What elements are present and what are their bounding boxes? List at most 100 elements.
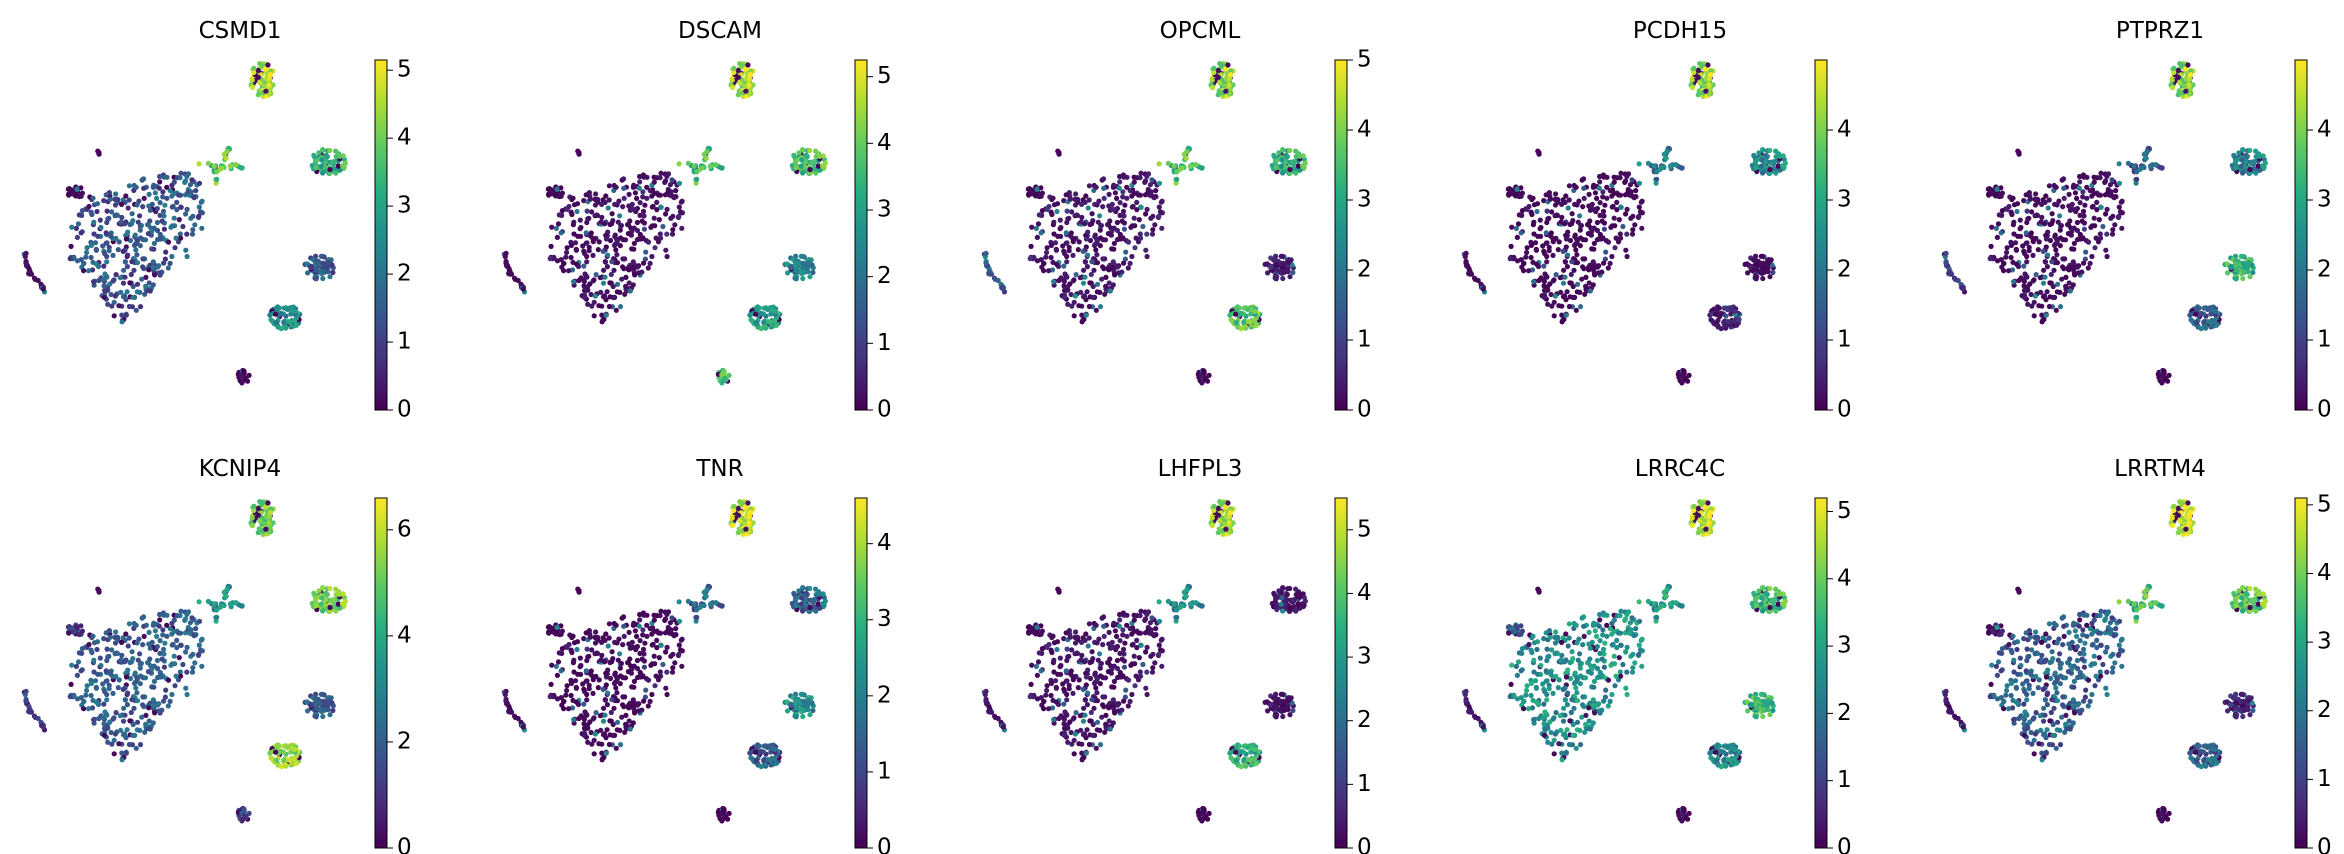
data-point — [177, 613, 183, 619]
cluster-tiny-dot — [95, 148, 102, 157]
data-point — [106, 686, 112, 692]
data-point — [623, 283, 629, 289]
data-point — [1081, 293, 1088, 299]
data-point — [74, 186, 80, 192]
data-point — [1600, 194, 1606, 200]
data-point — [632, 628, 639, 634]
colorbar-tick-label: 2 — [1357, 257, 1372, 283]
data-point — [676, 204, 682, 210]
data-point — [619, 177, 625, 183]
colorbar-tick-label: 5 — [397, 57, 412, 83]
data-point — [91, 657, 97, 663]
data-point — [1046, 268, 1052, 274]
data-point — [599, 319, 605, 325]
data-point — [571, 279, 577, 285]
data-point — [796, 150, 802, 156]
data-point — [1544, 219, 1550, 226]
data-point — [679, 663, 685, 669]
data-point — [1140, 223, 1146, 230]
data-point — [1064, 240, 1070, 246]
data-point — [2175, 74, 2181, 80]
data-point — [1253, 322, 1260, 328]
data-point — [233, 162, 239, 168]
data-point — [126, 303, 132, 310]
data-point — [176, 192, 182, 198]
data-point — [1136, 192, 1142, 198]
data-point — [1098, 222, 1104, 229]
data-point — [2076, 185, 2082, 191]
data-point — [2062, 237, 2069, 243]
data-point — [2109, 231, 2116, 237]
data-point — [639, 218, 645, 224]
data-point — [800, 170, 806, 176]
data-point — [1760, 275, 1766, 282]
data-point — [1654, 176, 1660, 182]
data-point — [1591, 182, 1597, 188]
data-point — [1597, 173, 1603, 180]
data-point — [1083, 236, 1089, 242]
data-point — [104, 208, 110, 214]
data-point — [188, 627, 194, 633]
data-point — [572, 240, 579, 246]
data-point — [139, 276, 145, 282]
data-point — [2022, 250, 2028, 257]
data-point — [634, 219, 641, 226]
data-point — [129, 649, 135, 655]
data-point — [581, 198, 587, 204]
data-point — [167, 698, 173, 705]
data-point — [132, 670, 138, 676]
data-point — [1064, 219, 1070, 226]
data-point — [1072, 293, 1078, 299]
data-point — [129, 697, 135, 703]
colorbar — [374, 497, 388, 849]
data-point — [2239, 157, 2245, 163]
data-point — [305, 270, 311, 276]
data-point — [574, 201, 581, 207]
data-point — [1773, 148, 1779, 154]
data-point — [1766, 259, 1772, 266]
data-point — [649, 223, 655, 229]
data-point — [149, 639, 155, 646]
data-point — [1573, 247, 1579, 253]
data-point — [161, 664, 167, 670]
data-point — [588, 233, 594, 239]
data-point — [1744, 261, 1750, 267]
data-point — [1716, 305, 1722, 311]
data-point — [2061, 195, 2067, 201]
data-point — [1601, 260, 1607, 266]
data-point — [255, 67, 261, 73]
data-point — [178, 673, 184, 679]
cluster-right-upper — [1749, 147, 1788, 176]
cluster-left-strands — [1941, 250, 1968, 295]
data-point — [147, 207, 153, 213]
data-point — [108, 291, 114, 298]
data-point — [122, 221, 128, 227]
data-point — [793, 165, 799, 171]
data-point — [1636, 161, 1642, 167]
data-point — [109, 209, 115, 215]
data-point — [1633, 188, 1639, 194]
data-point — [114, 650, 120, 657]
data-point — [125, 252, 131, 258]
data-point — [1028, 243, 1034, 249]
data-point — [257, 518, 263, 524]
data-point — [798, 163, 804, 169]
data-point — [1276, 150, 1282, 156]
data-point — [1070, 252, 1076, 258]
data-point — [1463, 250, 1469, 256]
cluster-branching — [196, 145, 245, 186]
data-point — [694, 176, 700, 182]
data-point — [1622, 178, 1629, 184]
data-point — [573, 247, 580, 253]
data-point — [129, 259, 135, 265]
data-point — [1689, 77, 1695, 83]
data-point — [1079, 319, 1085, 325]
data-point — [585, 287, 591, 293]
data-point — [1093, 184, 1099, 190]
data-point — [107, 281, 113, 287]
data-point — [1508, 243, 1514, 249]
data-point — [160, 208, 167, 214]
data-point — [2038, 289, 2044, 295]
data-point — [717, 164, 723, 170]
